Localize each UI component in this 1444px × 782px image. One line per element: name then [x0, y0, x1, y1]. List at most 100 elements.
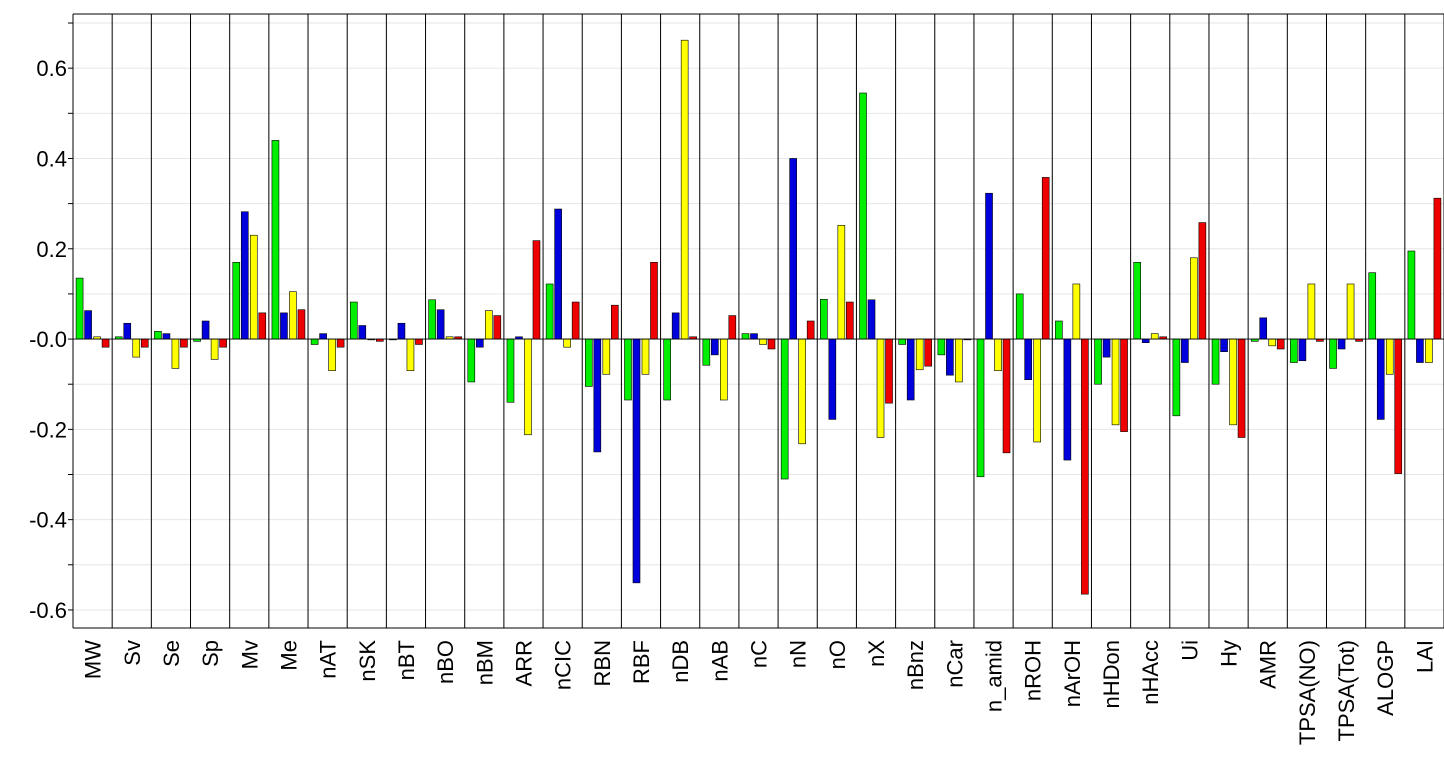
bar — [728, 315, 737, 340]
bar — [210, 338, 219, 360]
bar — [798, 338, 806, 445]
x-tick-label: nO — [825, 640, 850, 669]
x-tick-label: nBO — [433, 640, 458, 684]
bar — [240, 211, 249, 340]
bar — [671, 312, 680, 340]
bar — [650, 262, 658, 340]
bar — [219, 338, 227, 348]
bar — [467, 338, 476, 383]
bar — [846, 301, 854, 340]
bar — [232, 262, 241, 340]
x-tick-label: nArOH — [1060, 640, 1085, 707]
bar — [906, 338, 915, 401]
x-tick-label: nBnz — [903, 640, 928, 690]
bar — [837, 224, 846, 340]
bar — [711, 338, 719, 356]
bar — [585, 338, 593, 387]
x-tick-label: n_amid — [982, 640, 1007, 712]
bar — [397, 322, 406, 340]
bar — [1307, 283, 1316, 340]
x-tick-label: nBM — [472, 640, 497, 685]
bar — [1433, 197, 1442, 340]
bar — [1141, 338, 1150, 343]
bar — [123, 322, 132, 340]
bar — [611, 304, 619, 340]
bar — [1081, 338, 1089, 595]
bar — [1416, 338, 1424, 363]
x-tick-label: nHAcc — [1138, 640, 1163, 705]
bar — [554, 208, 562, 340]
bar — [336, 338, 345, 348]
bar — [720, 338, 728, 401]
bar — [571, 301, 580, 340]
bar — [1190, 257, 1198, 340]
bar — [545, 283, 554, 340]
bar — [680, 39, 689, 340]
bar — [180, 338, 188, 348]
y-tick-label: 0.4 — [36, 146, 67, 171]
x-tick-label: MW — [81, 640, 106, 679]
bar — [406, 338, 415, 371]
bar — [741, 333, 750, 340]
x-tick-label: ARR — [511, 640, 536, 686]
x-tick-label: Hy — [1217, 640, 1242, 667]
bar — [1120, 338, 1128, 432]
bar — [1150, 333, 1159, 340]
bar — [1024, 338, 1032, 380]
y-tick-label: -0.6 — [29, 598, 67, 623]
bar — [1033, 338, 1041, 443]
bar — [759, 338, 767, 345]
bar — [310, 338, 319, 345]
bar — [602, 338, 611, 375]
bar — [1290, 338, 1298, 363]
bar — [624, 338, 632, 401]
grid-lines — [73, 22, 1444, 611]
bar — [1072, 283, 1081, 340]
bar — [750, 333, 758, 340]
x-tick-label: nX — [864, 640, 889, 667]
bar — [632, 338, 641, 584]
bar — [828, 338, 837, 420]
bar — [976, 338, 985, 478]
x-tick-label: nCIC — [551, 640, 576, 690]
bar — [994, 338, 1002, 371]
x-tick-label: AMR — [1256, 640, 1281, 689]
bar — [1041, 177, 1050, 340]
bar — [885, 338, 893, 404]
bar — [1425, 338, 1433, 363]
x-tick-label: nAB — [707, 640, 732, 682]
bar — [898, 338, 906, 345]
x-tick-label: RBF — [629, 640, 654, 684]
bar — [1198, 222, 1207, 340]
bar — [171, 338, 180, 369]
bar — [524, 338, 532, 436]
x-tick-label: nHDon — [1099, 640, 1124, 708]
bar — [1329, 338, 1337, 369]
bar — [162, 333, 171, 340]
x-tick-label: nCar — [942, 640, 967, 688]
x-tick-label: nDB — [668, 640, 693, 683]
bar — [1002, 338, 1011, 454]
bar — [1368, 272, 1377, 340]
bar — [820, 299, 828, 340]
bar — [258, 312, 267, 340]
bar — [1394, 338, 1403, 474]
bar — [1407, 250, 1416, 340]
x-tick-label: Sp — [198, 640, 223, 667]
bar — [1259, 317, 1268, 340]
bar — [358, 325, 367, 340]
bar — [101, 338, 110, 348]
y-tick-label: -0.4 — [29, 508, 67, 533]
bar — [349, 301, 358, 340]
bar — [201, 320, 210, 340]
bar — [955, 338, 963, 383]
bar — [915, 338, 924, 371]
x-tick-label: LAI — [1412, 640, 1437, 673]
bar — [937, 338, 946, 356]
bar — [154, 331, 162, 340]
bar — [859, 92, 867, 340]
bar — [641, 338, 650, 375]
bar — [1102, 338, 1111, 358]
bar — [946, 338, 954, 376]
bar — [1385, 338, 1394, 375]
